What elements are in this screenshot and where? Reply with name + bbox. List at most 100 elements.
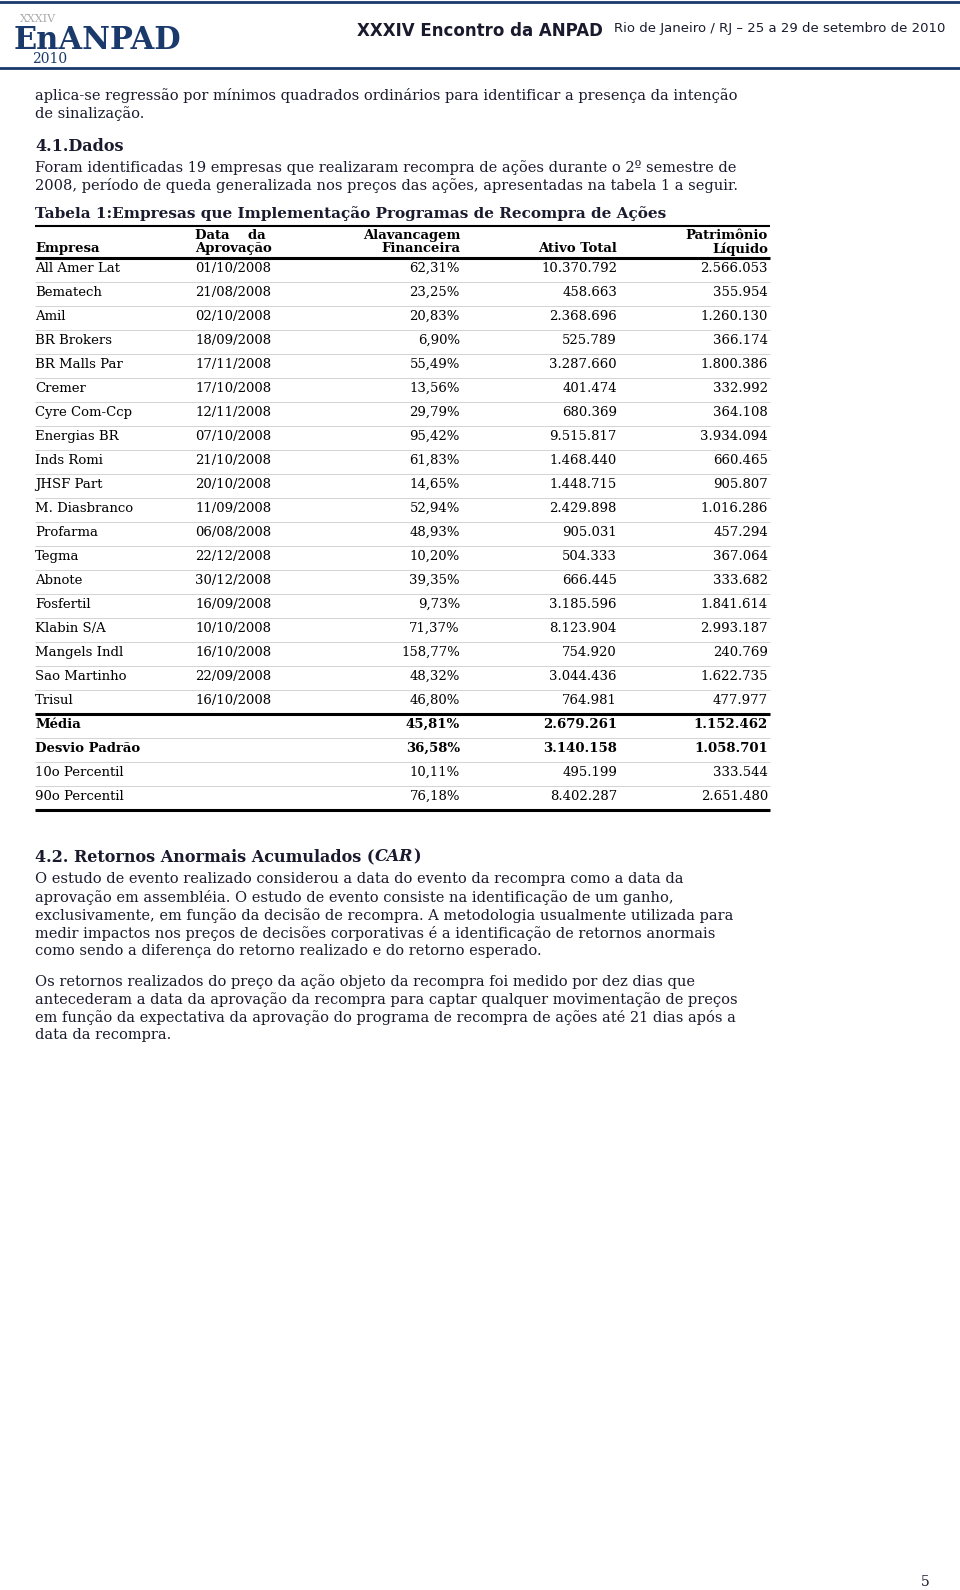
Text: 5: 5	[922, 1576, 930, 1588]
Text: 17/11/2008: 17/11/2008	[195, 358, 271, 370]
Text: 4.2. Retornos Anormais Acumulados (: 4.2. Retornos Anormais Acumulados (	[35, 847, 374, 865]
Text: 3.044.436: 3.044.436	[549, 669, 617, 684]
Text: Patrimônio: Patrimônio	[685, 229, 768, 242]
Text: 332.992: 332.992	[713, 382, 768, 394]
Text: 2.651.480: 2.651.480	[701, 790, 768, 803]
Text: 1.841.614: 1.841.614	[701, 598, 768, 611]
Text: 401.474: 401.474	[563, 382, 617, 394]
Text: BR Malls Par: BR Malls Par	[35, 358, 123, 370]
Text: XXXIV Encontro da ANPAD: XXXIV Encontro da ANPAD	[357, 22, 603, 40]
Text: Profarma: Profarma	[35, 526, 98, 539]
Text: 22/09/2008: 22/09/2008	[195, 669, 271, 684]
Text: 1.260.130: 1.260.130	[701, 310, 768, 323]
Text: 2.429.898: 2.429.898	[550, 502, 617, 515]
Text: 3.185.596: 3.185.596	[549, 598, 617, 611]
Text: 39,35%: 39,35%	[409, 574, 460, 587]
Text: 1.622.735: 1.622.735	[701, 669, 768, 684]
Text: 10,20%: 10,20%	[410, 550, 460, 563]
Text: CAR: CAR	[374, 847, 413, 865]
Text: 9,73%: 9,73%	[418, 598, 460, 611]
Text: 158,77%: 158,77%	[401, 646, 460, 658]
Text: 52,94%: 52,94%	[410, 502, 460, 515]
Text: Abnote: Abnote	[35, 574, 83, 587]
Text: 1.448.715: 1.448.715	[550, 479, 617, 491]
Text: 458.663: 458.663	[563, 286, 617, 299]
Text: Foram identificadas 19 empresas que realizaram recompra de ações durante o 2º se: Foram identificadas 19 empresas que real…	[35, 161, 736, 175]
Text: Klabin S/A: Klabin S/A	[35, 622, 106, 634]
Text: data da recompra.: data da recompra.	[35, 1029, 171, 1041]
Text: 4.1.Dados: 4.1.Dados	[35, 138, 124, 154]
Text: 16/09/2008: 16/09/2008	[195, 598, 272, 611]
Text: 10.370.792: 10.370.792	[541, 262, 617, 275]
Text: All Amer Lat: All Amer Lat	[35, 262, 120, 275]
Text: Ativo Total: Ativo Total	[539, 242, 617, 254]
Text: 8.123.904: 8.123.904	[550, 622, 617, 634]
Text: 14,65%: 14,65%	[410, 479, 460, 491]
Text: 21/10/2008: 21/10/2008	[195, 455, 271, 467]
Text: 457.294: 457.294	[713, 526, 768, 539]
Text: Energias BR: Energias BR	[35, 429, 119, 444]
Text: Data    da: Data da	[195, 229, 266, 242]
Text: Aprovação: Aprovação	[195, 242, 272, 254]
Text: 3.140.158: 3.140.158	[543, 743, 617, 755]
Text: 504.333: 504.333	[563, 550, 617, 563]
Text: 660.465: 660.465	[713, 455, 768, 467]
Text: 3.287.660: 3.287.660	[549, 358, 617, 370]
Text: 22/12/2008: 22/12/2008	[195, 550, 271, 563]
Text: como sendo a diferença do retorno realizado e do retorno esperado.: como sendo a diferença do retorno realiz…	[35, 944, 541, 959]
Text: XXXIV: XXXIV	[20, 14, 56, 24]
Text: O estudo de evento realizado considerou a data do evento da recompra como a data: O estudo de evento realizado considerou …	[35, 871, 684, 886]
Text: 06/08/2008: 06/08/2008	[195, 526, 271, 539]
Text: Bematech: Bematech	[35, 286, 102, 299]
Text: 20,83%: 20,83%	[410, 310, 460, 323]
Text: aprovação em assembléia. O estudo de evento consiste na identificação de um ganh: aprovação em assembléia. O estudo de eve…	[35, 890, 674, 905]
Text: 2008, período de queda generalizada nos preços das ações, apresentadas na tabela: 2008, período de queda generalizada nos …	[35, 178, 738, 192]
Text: M. Diasbranco: M. Diasbranco	[35, 502, 133, 515]
Text: 2.566.053: 2.566.053	[701, 262, 768, 275]
Text: 2.993.187: 2.993.187	[701, 622, 768, 634]
Text: 905.031: 905.031	[563, 526, 617, 539]
Text: 10/10/2008: 10/10/2008	[195, 622, 271, 634]
Text: 1.058.701: 1.058.701	[694, 743, 768, 755]
Text: Inds Romi: Inds Romi	[35, 455, 103, 467]
Text: 3.934.094: 3.934.094	[701, 429, 768, 444]
Text: 23,25%: 23,25%	[410, 286, 460, 299]
Text: 355.954: 355.954	[713, 286, 768, 299]
Text: 90o Percentil: 90o Percentil	[35, 790, 124, 803]
Text: 55,49%: 55,49%	[410, 358, 460, 370]
Text: Trisul: Trisul	[35, 693, 74, 708]
Text: 9.515.817: 9.515.817	[550, 429, 617, 444]
Text: 333.544: 333.544	[713, 766, 768, 779]
Text: exclusivamente, em função da decisão de recompra. A metodologia usualmente utili: exclusivamente, em função da decisão de …	[35, 908, 733, 922]
Text: Cyre Com-Ccp: Cyre Com-Ccp	[35, 405, 132, 420]
Text: 76,18%: 76,18%	[410, 790, 460, 803]
Text: Desvio Padrão: Desvio Padrão	[35, 743, 140, 755]
Text: 11/09/2008: 11/09/2008	[195, 502, 271, 515]
Text: Fosfertil: Fosfertil	[35, 598, 90, 611]
Text: 16/10/2008: 16/10/2008	[195, 646, 271, 658]
Text: Mangels Indl: Mangels Indl	[35, 646, 123, 658]
Text: 1.016.286: 1.016.286	[701, 502, 768, 515]
Text: 71,37%: 71,37%	[409, 622, 460, 634]
Text: 10o Percentil: 10o Percentil	[35, 766, 124, 779]
Text: 02/10/2008: 02/10/2008	[195, 310, 271, 323]
Text: 477.977: 477.977	[713, 693, 768, 708]
Text: BR Brokers: BR Brokers	[35, 334, 112, 347]
Text: aplica-se regressão por mínimos quadrados ordinários para identificar a presença: aplica-se regressão por mínimos quadrado…	[35, 87, 737, 103]
Text: 16/10/2008: 16/10/2008	[195, 693, 271, 708]
Text: 48,32%: 48,32%	[410, 669, 460, 684]
Text: 95,42%: 95,42%	[410, 429, 460, 444]
Text: 2.368.696: 2.368.696	[549, 310, 617, 323]
Text: 10,11%: 10,11%	[410, 766, 460, 779]
Text: 2010: 2010	[32, 52, 67, 67]
Text: 36,58%: 36,58%	[406, 743, 460, 755]
Text: 495.199: 495.199	[563, 766, 617, 779]
Text: 754.920: 754.920	[563, 646, 617, 658]
Text: 364.108: 364.108	[713, 405, 768, 420]
Text: 17/10/2008: 17/10/2008	[195, 382, 271, 394]
Text: Cremer: Cremer	[35, 382, 85, 394]
Text: 367.064: 367.064	[713, 550, 768, 563]
Text: 240.769: 240.769	[713, 646, 768, 658]
Text: Líquido: Líquido	[712, 242, 768, 256]
Text: 333.682: 333.682	[713, 574, 768, 587]
